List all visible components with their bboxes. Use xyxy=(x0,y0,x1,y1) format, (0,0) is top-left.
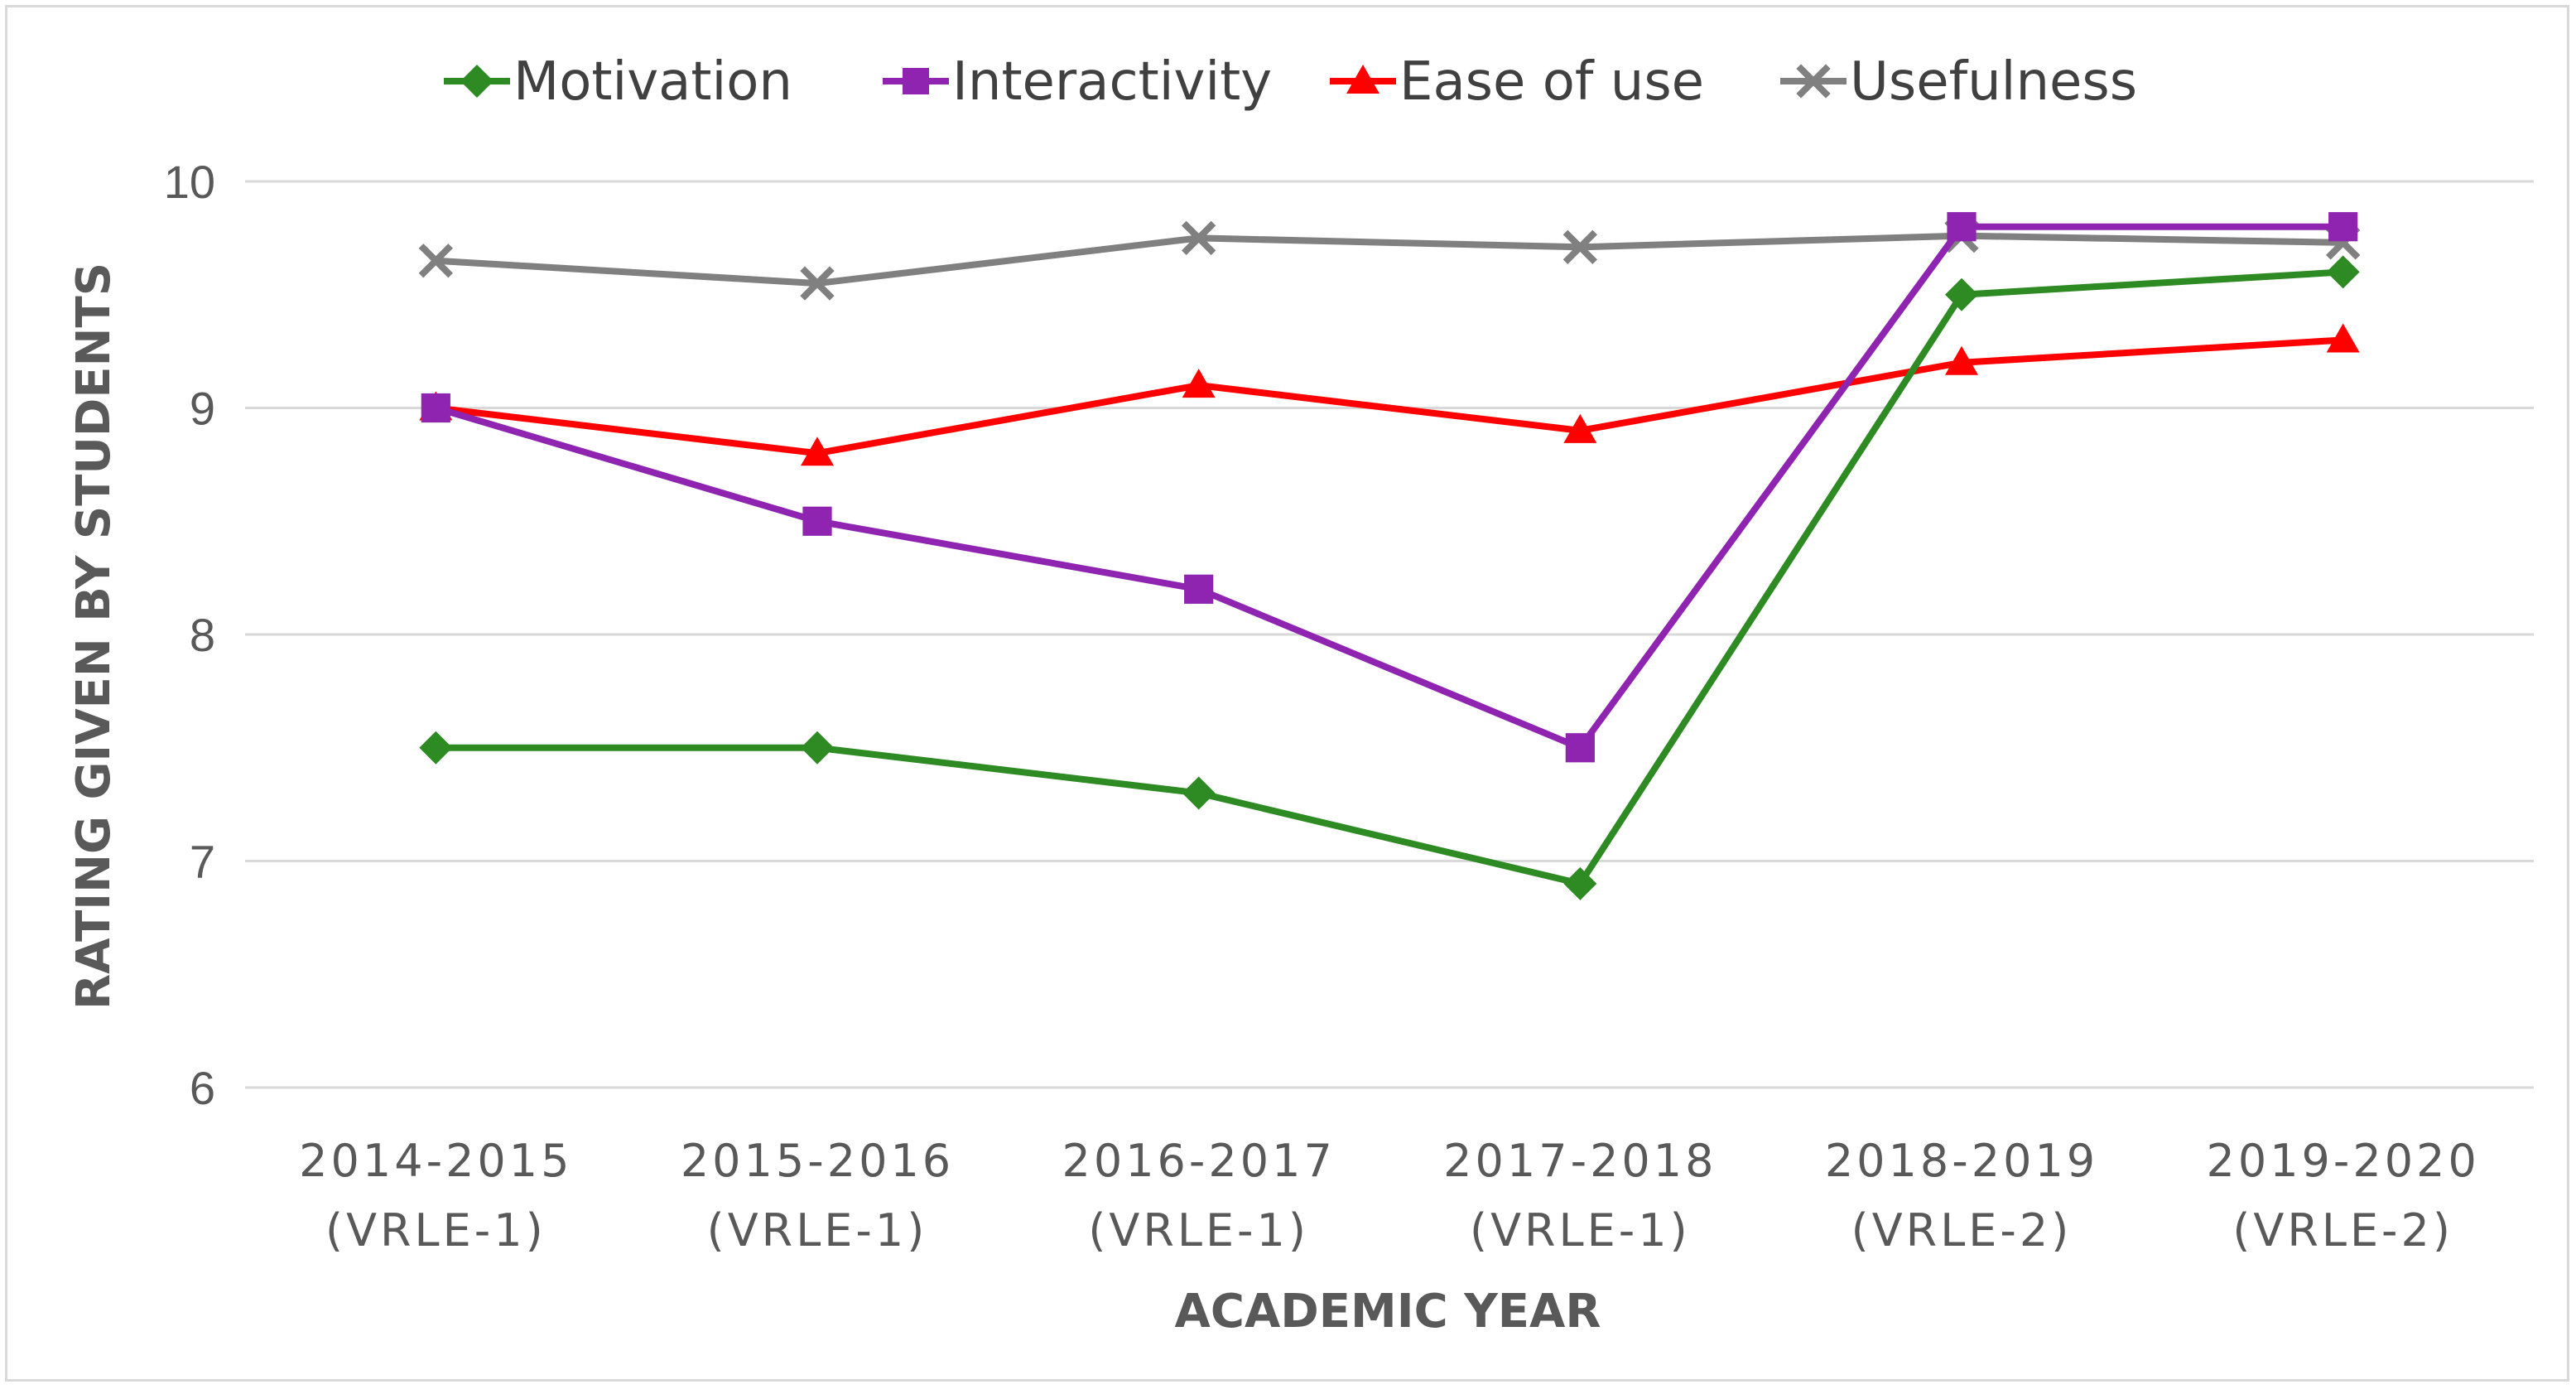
series-interactivity xyxy=(421,212,2358,763)
chart-frame xyxy=(5,5,2569,1382)
series-line-interactivity xyxy=(435,223,2343,751)
x-tick-label: 2019-2020 xyxy=(2206,1135,2479,1187)
data-point-ease-of-use xyxy=(1182,369,1216,398)
legend-marker-ease-of-use xyxy=(1346,65,1379,94)
y-tick-label: 7 xyxy=(190,836,215,888)
legend-marker-motivation xyxy=(460,65,494,98)
y-tick-label: 8 xyxy=(190,609,215,661)
data-point-usefulness xyxy=(800,266,835,301)
series-usefulness xyxy=(418,218,2361,301)
data-point-interactivity xyxy=(421,393,450,423)
data-point-motivation xyxy=(419,731,453,765)
data-point-interactivity xyxy=(1947,212,1977,242)
x-tick-label: (VRLE-1) xyxy=(707,1204,928,1257)
series-motivation xyxy=(419,255,2360,900)
data-point-motivation xyxy=(801,731,834,765)
legend-label: Interactivity xyxy=(952,51,1272,113)
x-tick-label: 2014-2015 xyxy=(299,1135,572,1187)
series-lines xyxy=(418,212,2361,900)
data-point-motivation xyxy=(1563,866,1597,900)
y-tick-label: 10 xyxy=(164,156,215,208)
data-point-motivation xyxy=(2326,255,2360,289)
legend-item-ease-of-use: Ease of use xyxy=(1330,51,1704,113)
y-axis-ticks: 6 7 8 9 10 xyxy=(164,156,215,1114)
legend-label: Usefulness xyxy=(1850,51,2137,113)
series-ease-of-use xyxy=(419,323,2360,466)
legend-item-interactivity: Interactivity xyxy=(883,51,1272,113)
series-line-ease-of-use xyxy=(435,336,2343,457)
x-axis-ticks: 2014-2015 (VRLE-1) 2015-2016 (VRLE-1) 2016-2… xyxy=(299,1135,2479,1257)
x-tick-label: 2016-2017 xyxy=(1062,1135,1335,1187)
x-tick-label: 2015-2016 xyxy=(681,1135,954,1187)
series-line-motivation xyxy=(436,268,2343,887)
legend: Motivation Interactivity Ease of use Useful… xyxy=(444,51,2137,113)
legend-label: Ease of use xyxy=(1399,51,1704,113)
data-point-ease-of-use xyxy=(1945,345,1978,375)
gridlines xyxy=(245,180,2534,1089)
data-point-ease-of-use xyxy=(2326,323,2360,353)
data-point-motivation xyxy=(1945,277,1978,311)
x-tick-label: 2017-2018 xyxy=(1443,1135,1717,1187)
legend-item-usefulness: Usefulness xyxy=(1780,51,2137,113)
y-tick-label: 6 xyxy=(190,1062,215,1114)
x-tick-label: (VRLE-2) xyxy=(2232,1204,2453,1257)
legend-marker-interactivity xyxy=(903,68,929,94)
legend-item-motivation: Motivation xyxy=(444,51,792,113)
data-point-motivation xyxy=(1182,776,1216,810)
legend-marker-usefulness xyxy=(1796,64,1831,99)
x-tick-label: (VRLE-1) xyxy=(1470,1204,1691,1257)
data-point-interactivity xyxy=(2328,212,2358,242)
x-tick-label: 2018-2019 xyxy=(1825,1135,2098,1187)
series-line-usefulness xyxy=(436,232,2343,287)
x-tick-label: (VRLE-2) xyxy=(1851,1204,2073,1257)
y-tick-label: 9 xyxy=(190,383,215,435)
y-axis-title: RATING GIVEN BY STUDENTS xyxy=(67,263,121,1010)
x-axis-title: ACADEMIC YEAR xyxy=(1175,1285,1601,1339)
data-point-interactivity xyxy=(802,506,832,536)
data-point-ease-of-use xyxy=(1563,413,1597,443)
data-point-usefulness xyxy=(1182,220,1216,256)
data-point-interactivity xyxy=(1565,733,1595,763)
x-tick-label: (VRLE-1) xyxy=(325,1204,546,1257)
data-point-usefulness xyxy=(418,244,453,278)
data-point-ease-of-use xyxy=(801,437,834,466)
data-point-interactivity xyxy=(1184,574,1214,604)
data-point-usefulness xyxy=(1562,229,1597,264)
x-tick-label: (VRLE-1) xyxy=(1088,1204,1309,1257)
legend-label: Motivation xyxy=(513,51,792,113)
